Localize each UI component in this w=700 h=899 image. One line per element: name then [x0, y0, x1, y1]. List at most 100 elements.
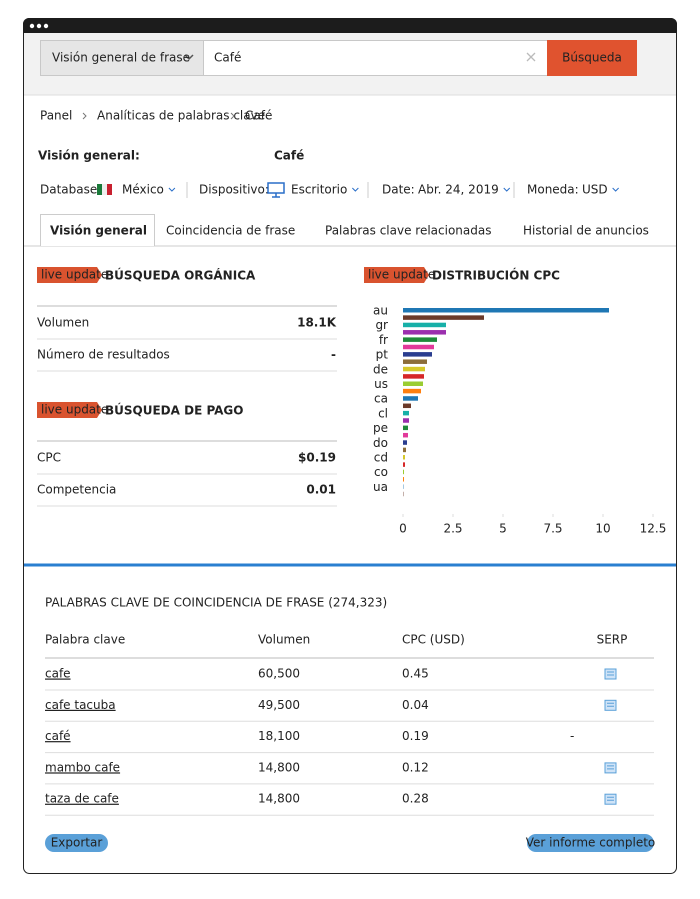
- keyword-link[interactable]: cafe: [45, 667, 71, 681]
- bar: [403, 403, 411, 409]
- filter-value[interactable]: México: [122, 183, 164, 197]
- breadcrumb-item: Café: [245, 109, 272, 123]
- keyword-link[interactable]: cafe tacuba: [45, 698, 116, 712]
- monitor-stand: [272, 193, 280, 198]
- y-tick-label: pe: [373, 421, 388, 435]
- bar: [403, 374, 424, 379]
- mode-label: Visión general de frase: [52, 51, 190, 65]
- clear-icon[interactable]: [526, 52, 536, 62]
- metric-label: CPC: [37, 451, 61, 465]
- cpc-cell: 0.45: [402, 667, 429, 681]
- search-input[interactable]: [203, 40, 548, 76]
- bar: [403, 337, 437, 342]
- export-button[interactable]: [45, 834, 108, 852]
- bar: [403, 381, 423, 386]
- y-tick-label: us: [374, 377, 388, 391]
- bar: [403, 322, 446, 328]
- live-badge-label: live update: [368, 268, 435, 282]
- breadcrumb-separator: [230, 112, 235, 120]
- metric-value: 0.01: [306, 483, 336, 497]
- metric-value: -: [331, 348, 336, 362]
- export-button-label[interactable]: Exportar: [51, 836, 103, 850]
- bar: [403, 440, 407, 445]
- y-tick-label: pt: [376, 348, 389, 362]
- active-tab: [40, 214, 155, 246]
- y-tick-label: au: [373, 304, 388, 318]
- volume-cell: 60,500: [258, 667, 300, 681]
- breadcrumb-item[interactable]: Analíticas de palabras clave: [97, 109, 265, 123]
- serp-icon[interactable]: [604, 793, 617, 805]
- badge-tip: [97, 267, 102, 283]
- serp-icon-lines: [607, 671, 614, 676]
- chevron: [184, 54, 194, 61]
- y-tick-label: ca: [374, 392, 388, 406]
- window-dot: [29, 23, 35, 29]
- page-title-keyword: Café: [274, 149, 304, 163]
- live-badge: [364, 267, 424, 283]
- serp-icon[interactable]: [604, 699, 617, 711]
- metric-label: Competencia: [37, 483, 116, 497]
- keyword-link[interactable]: café: [45, 729, 71, 743]
- bar: [403, 418, 409, 423]
- bar: [403, 330, 446, 335]
- chevron: [503, 187, 511, 192]
- search-button-label[interactable]: Búsqueda: [562, 51, 622, 65]
- chevron: [612, 187, 619, 192]
- live-badge-label: live update: [41, 403, 108, 417]
- tab[interactable]: Palabras clave relacionadas: [325, 224, 492, 238]
- filter-value[interactable]: Abr. 24, 2019: [418, 183, 499, 197]
- metric-label: Número de resultados: [37, 348, 170, 362]
- bar: [403, 396, 418, 401]
- bar: [403, 344, 434, 350]
- y-tick-label: ua: [373, 480, 388, 494]
- mode-dropdown[interactable]: [40, 40, 204, 76]
- live-badge-label: live update: [41, 268, 108, 282]
- y-tick-label: cd: [374, 451, 388, 465]
- keyword-link[interactable]: mambo cafe: [45, 760, 120, 774]
- bar: [403, 447, 406, 453]
- x-tick-label: 5: [499, 522, 507, 536]
- column-header: CPC (USD): [402, 633, 465, 647]
- search-button[interactable]: [547, 40, 637, 76]
- serp-icon-lines: [607, 796, 614, 801]
- flag-white: [102, 184, 107, 195]
- filter-label: Moneda:: [527, 183, 579, 197]
- badge-tip: [97, 402, 102, 418]
- breadcrumb-item[interactable]: Panel: [40, 109, 72, 123]
- serp-icon[interactable]: [604, 762, 617, 774]
- chevron: [168, 187, 176, 192]
- volume-cell: 14,800: [258, 792, 300, 806]
- bar: [403, 425, 408, 431]
- bar: [403, 359, 427, 364]
- filter-value[interactable]: USD: [582, 183, 608, 197]
- filter-label: Database:: [40, 183, 101, 197]
- volume-cell: 14,800: [258, 760, 300, 774]
- report-button[interactable]: [527, 834, 654, 852]
- filter-value[interactable]: Escritorio: [291, 183, 347, 197]
- cpc-cell: 0.28: [402, 792, 429, 806]
- bar: [403, 462, 405, 467]
- bar: [403, 315, 484, 320]
- metric-value: $0.19: [298, 451, 336, 465]
- volume-cell: 18,100: [258, 729, 300, 743]
- section-title: BÚSQUEDA DE PAGO: [105, 403, 243, 418]
- section-title: BÚSQUEDA ORGÁNICA: [105, 268, 256, 283]
- x-tick-label: 7.5: [543, 522, 562, 536]
- chart-title: DISTRIBUCIÓN CPC: [432, 268, 560, 283]
- bar: [403, 388, 421, 394]
- live-badge: [37, 402, 97, 418]
- flag-red: [107, 184, 112, 195]
- report-button-label[interactable]: Ver informe completo: [526, 836, 656, 850]
- tab[interactable]: Visión general: [50, 224, 147, 238]
- tab[interactable]: Historial de anuncios: [523, 224, 649, 238]
- serp-icon-lines: [607, 702, 614, 707]
- keyword-link[interactable]: taza de cafe: [45, 792, 119, 806]
- tab[interactable]: Coincidencia de frase: [166, 224, 295, 238]
- page-title: Visión general:: [38, 149, 140, 163]
- search-query: Café: [214, 51, 241, 65]
- serp-icon[interactable]: [604, 668, 617, 680]
- y-tick-label: fr: [379, 333, 388, 347]
- bar: [403, 432, 408, 438]
- window-dot: [43, 23, 49, 29]
- y-tick-label: do: [373, 436, 388, 450]
